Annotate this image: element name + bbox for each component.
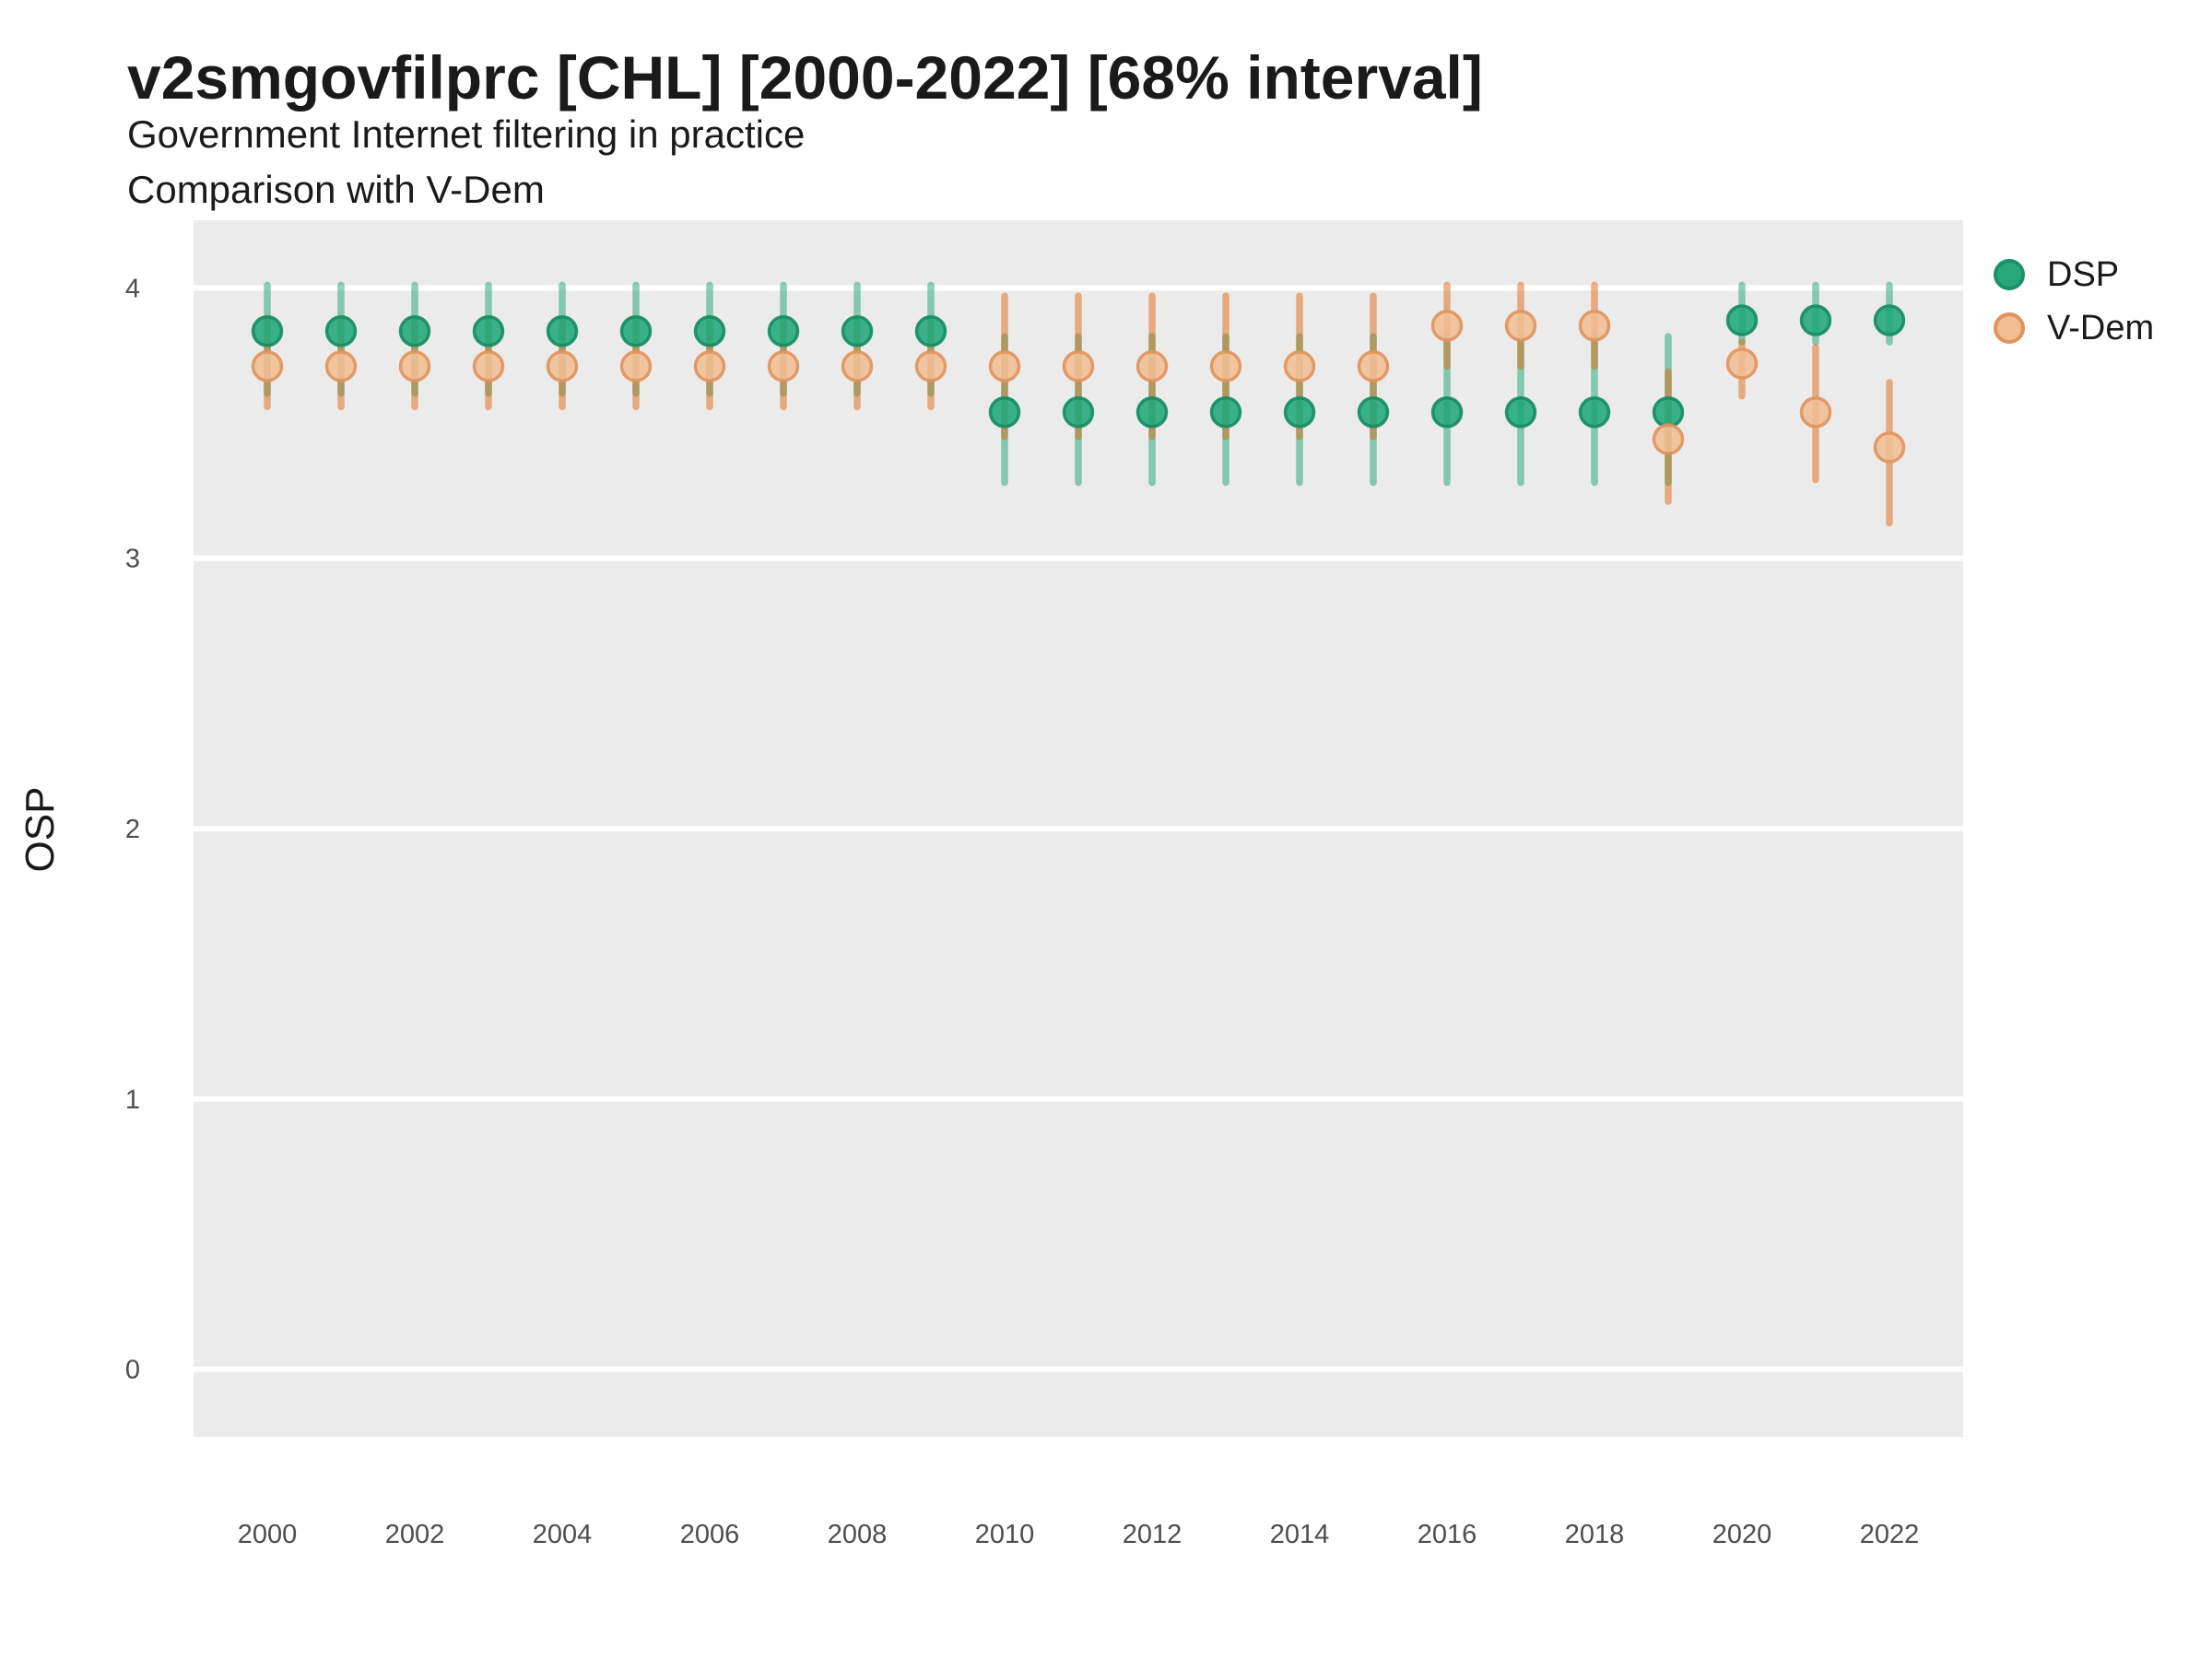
legend-label-dsp: DSP — [2047, 254, 2120, 294]
data-point-dsp — [1873, 304, 1906, 336]
x-tick-label: 2020 — [1712, 1520, 1772, 1549]
x-tick-label: 2022 — [1860, 1520, 1920, 1549]
data-point-vdem — [841, 350, 874, 382]
data-point-vdem — [988, 350, 1021, 382]
data-point-vdem — [324, 350, 358, 382]
chart-title: v2smgovfilprc [CHL] [2000-2022] [68% int… — [127, 43, 1483, 112]
data-point-vdem — [472, 350, 505, 382]
legend-item-dsp: DSP — [1994, 254, 2154, 295]
data-point-dsp — [693, 315, 726, 347]
x-tick-label: 2006 — [680, 1520, 740, 1549]
data-point-dsp — [988, 396, 1021, 429]
data-point-vdem — [914, 350, 947, 382]
x-tick-label: 2002 — [385, 1520, 445, 1549]
vdem-legend-dot-icon — [1994, 312, 2025, 344]
data-point-dsp — [1652, 396, 1685, 429]
data-point-dsp — [1209, 396, 1242, 429]
data-point-vdem — [1209, 350, 1242, 382]
data-point-dsp — [1135, 396, 1169, 429]
data-point-dsp — [1799, 304, 1832, 336]
data-point-vdem — [251, 350, 284, 382]
data-point-dsp — [1578, 396, 1611, 429]
y-tick-label: 0 — [125, 1356, 140, 1385]
y-tick-label: 4 — [125, 274, 140, 303]
data-point-dsp — [619, 315, 653, 347]
data-point-dsp — [1725, 304, 1759, 336]
data-point-vdem — [1504, 310, 1537, 342]
chart-subtitle-2: Comparison with V-Dem — [127, 168, 545, 211]
legend-item-vdem: V-Dem — [1994, 308, 2154, 348]
data-point-dsp — [1430, 396, 1464, 429]
dsp-legend-dot-icon — [1994, 259, 2025, 290]
data-point-vdem — [398, 350, 431, 382]
legend: DSP V-Dem — [1994, 254, 2154, 361]
x-tick-label: 2000 — [238, 1520, 298, 1549]
x-tick-label: 2004 — [533, 1520, 593, 1549]
data-point-vdem — [1799, 396, 1832, 429]
data-point-vdem — [619, 350, 653, 382]
x-tick-label: 2012 — [1123, 1520, 1182, 1549]
data-point-dsp — [1283, 396, 1316, 429]
x-tick-label: 2010 — [975, 1520, 1035, 1549]
chart-subtitle: Government Internet filtering in practic… — [127, 112, 806, 156]
data-point-vdem — [1357, 350, 1390, 382]
x-tick-label: 2008 — [828, 1520, 888, 1549]
data-point-vdem — [1430, 310, 1464, 342]
data-point-dsp — [324, 315, 358, 347]
y-tick-label: 2 — [125, 815, 140, 844]
data-point-dsp — [251, 315, 284, 347]
y-tick-label: 3 — [125, 545, 140, 574]
data-point-vdem — [1135, 350, 1169, 382]
data-point-dsp — [546, 315, 579, 347]
data-point-dsp — [472, 315, 505, 347]
data-point-dsp — [398, 315, 431, 347]
data-point-dsp — [1504, 396, 1537, 429]
data-point-vdem — [767, 350, 800, 382]
data-point-vdem — [1652, 423, 1685, 455]
data-point-dsp — [914, 315, 947, 347]
y-tick-label: 1 — [125, 1085, 140, 1114]
x-tick-label: 2018 — [1565, 1520, 1625, 1549]
data-point-vdem — [1725, 347, 1759, 380]
data-point-vdem — [1062, 350, 1095, 382]
data-point-dsp — [767, 315, 800, 347]
data-point-dsp — [1357, 396, 1390, 429]
y-axis-title: OSP — [18, 787, 63, 873]
data-point-dsp — [1062, 396, 1095, 429]
data-point-dsp — [841, 315, 874, 347]
x-tick-label: 2016 — [1418, 1520, 1477, 1549]
x-tick-label: 2014 — [1270, 1520, 1330, 1549]
data-point-vdem — [1283, 350, 1316, 382]
data-point-vdem — [1873, 431, 1906, 464]
data-point-vdem — [693, 350, 726, 382]
data-point-vdem — [1578, 310, 1611, 342]
data-point-vdem — [546, 350, 579, 382]
legend-label-vdem: V-Dem — [2047, 308, 2155, 347]
